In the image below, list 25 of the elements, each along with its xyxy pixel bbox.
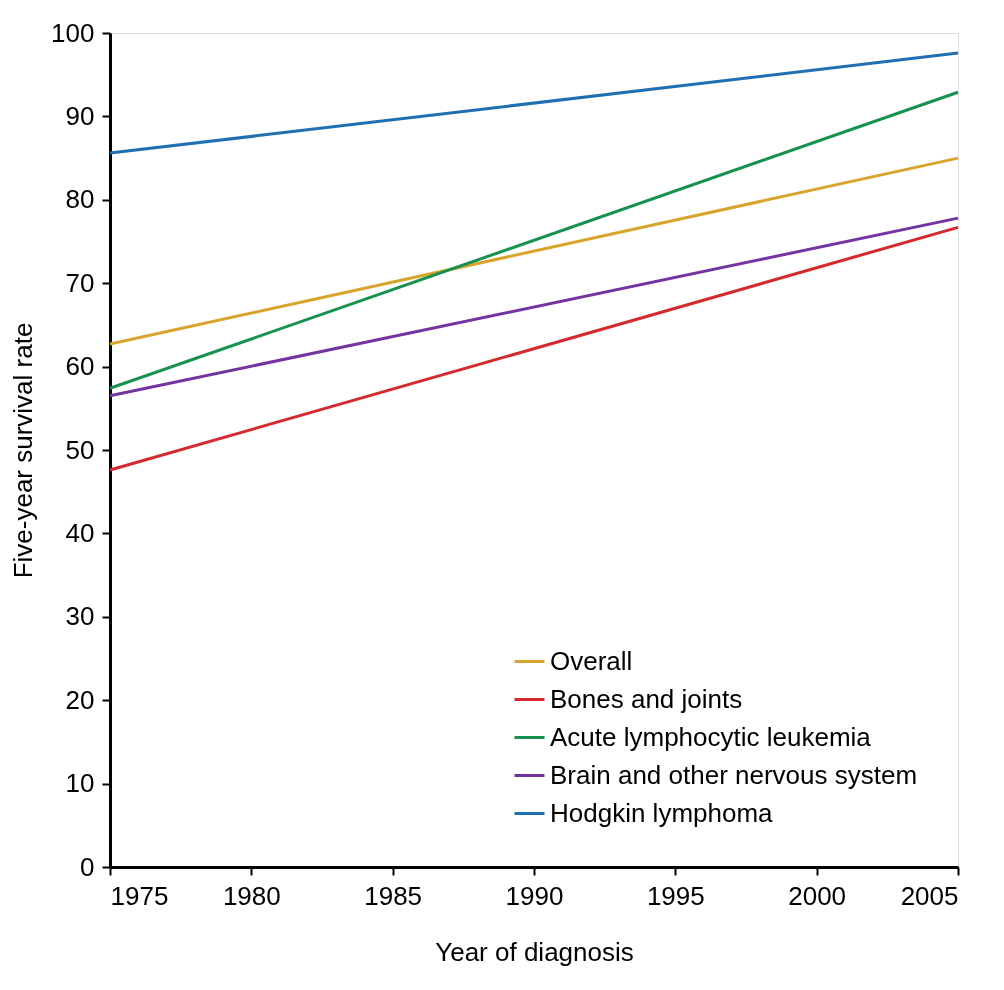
x-tick-label: 2005 [900,880,959,911]
legend-label: Bones and joints [550,683,743,714]
y-tick-label: 20 [65,684,95,715]
y-tick-label: 90 [65,100,95,131]
x-tick-label: 1985 [364,880,423,911]
legend-label: Brain and other nervous system [550,759,918,790]
legend-label: Hodgkin lymphoma [550,797,774,828]
x-tick-label: 1975 [110,880,169,911]
x-tick-label: 1990 [505,880,564,911]
y-axis-title: Five-year survival rate [8,322,39,579]
y-tick-label: 70 [65,267,95,298]
y-tick-label: 60 [65,351,95,382]
y-tick-label: 0 [80,851,95,882]
x-axis-title: Year of diagnosis [435,936,634,967]
y-tick-label: 40 [65,517,95,548]
legend-label: Acute lymphocytic leukemia [550,721,872,752]
y-tick-label: 30 [65,601,95,632]
legend-label: Overall [550,645,633,676]
y-tick-label: 100 [51,17,95,48]
y-tick-label: 50 [65,434,95,465]
x-tick-label: 1995 [646,880,705,911]
x-tick-label: 2000 [788,880,847,911]
y-tick-label: 80 [65,184,95,215]
x-tick-label: 1980 [222,880,281,911]
y-tick-label: 10 [65,768,95,799]
